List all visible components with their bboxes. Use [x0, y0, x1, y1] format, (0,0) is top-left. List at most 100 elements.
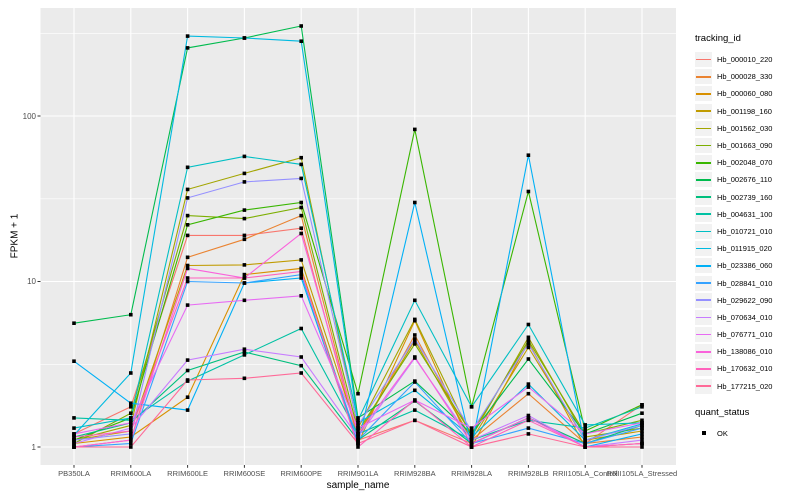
legend-item-Hb_010721_010: Hb_010721_010: [695, 223, 772, 240]
data-point: [185, 408, 190, 412]
legend-key-color: [696, 75, 711, 78]
legend-item-label: Hb_010721_010: [717, 226, 773, 236]
data-point: [242, 216, 247, 221]
legend-key-color: [696, 58, 711, 61]
data-point: [469, 441, 474, 446]
data-point: [356, 391, 360, 396]
x-tick-label: RRII105LA_Stressed: [606, 469, 678, 478]
legend-item-label: Hb_076771_010: [717, 330, 773, 340]
legend-key-square: [701, 431, 706, 436]
data-point: [129, 405, 133, 409]
data-point: [299, 213, 303, 218]
legend-key-line-icon: [695, 52, 712, 68]
data-point: [72, 438, 76, 442]
legend-key-line-icon: [695, 155, 712, 171]
legend-item-label: Hb_011915_020: [717, 244, 772, 254]
y-axis-title: FPKM + 1: [9, 213, 21, 259]
legend-key-line-icon: [695, 103, 712, 119]
data-point: [413, 355, 417, 359]
legend-item-label: Hb_177215_020: [717, 381, 773, 391]
legend-key-color: [696, 316, 711, 319]
data-point: [299, 276, 303, 280]
data-point: [413, 388, 417, 393]
legend-key-line-icon: [695, 309, 712, 325]
data-point: [185, 233, 190, 238]
legend-item-label: Hb_001663_090: [717, 141, 773, 151]
data-point: [469, 445, 474, 449]
data-point: [299, 269, 303, 274]
legend-item-label: Hb_001562_030: [717, 123, 773, 133]
legend-item-label: Hb_002676_110: [717, 175, 772, 185]
data-point: [413, 317, 417, 322]
data-point: [129, 401, 133, 405]
x-tick-label: RRIM928LA: [451, 469, 493, 478]
data-point: [185, 255, 190, 260]
data-point: [583, 435, 587, 439]
data-point: [185, 263, 190, 268]
x-tick-label: RRIM928LB: [507, 469, 549, 478]
legend-item-Hb_001562_030: Hb_001562_030: [695, 120, 772, 137]
data-point: [72, 321, 76, 325]
data-point: [526, 345, 531, 350]
data-point: [356, 432, 360, 436]
legend-key-line-icon: [695, 189, 712, 205]
legend-item-label: Hb_000010_220: [717, 55, 773, 65]
data-point: [413, 418, 417, 423]
legend-key-line-icon: [695, 120, 712, 136]
legend-key-line-icon: [695, 275, 712, 291]
data-point: [299, 205, 303, 210]
data-point: [356, 421, 360, 425]
data-point: [413, 200, 417, 205]
data-point: [242, 347, 247, 351]
data-point: [72, 435, 76, 439]
data-point: [640, 418, 644, 423]
legend-key-color: [696, 230, 711, 233]
data-point: [242, 154, 247, 159]
legend-key-color: [696, 385, 711, 387]
legend: tracking_id Hb_000010_220 Hb_000028_330 Hb…: [695, 33, 772, 442]
data-point: [640, 438, 644, 442]
x-tick-label: RRIM901LA: [337, 469, 379, 478]
data-point: [72, 359, 76, 363]
x-axis-title: sample_name: [326, 480, 390, 491]
legend-key-color: [696, 299, 711, 301]
data-point: [413, 337, 417, 341]
x-tick-label: RRIM600LA: [110, 469, 152, 478]
data-point: [640, 421, 644, 425]
data-point: [185, 276, 190, 280]
legend-item-label: Hb_002739_160: [717, 192, 773, 202]
data-point: [640, 426, 644, 430]
data-point: [242, 36, 247, 40]
data-point: [299, 371, 303, 375]
data-point: [185, 213, 190, 218]
legend-item-Hb_002739_160: Hb_002739_160: [695, 189, 772, 206]
legend-item-Hb_000010_220: Hb_000010_220: [695, 51, 772, 68]
legend-item-label: OK: [717, 428, 728, 438]
data-point: [129, 423, 133, 428]
legend-key-line-icon: [695, 223, 712, 239]
data-point: [185, 34, 190, 38]
legend-item-Hb_001198_160: Hb_001198_160: [695, 103, 772, 120]
data-point: [413, 127, 417, 132]
legend-item-Hb_011915_020: Hb_011915_020: [695, 240, 772, 257]
legend-quant-items: OK: [695, 425, 772, 442]
legend-item-Hb_023386_060: Hb_023386_060: [695, 257, 772, 274]
data-point: [185, 378, 190, 382]
data-point: [356, 426, 360, 430]
data-point: [640, 432, 644, 436]
data-point: [469, 435, 474, 439]
data-point: [469, 438, 474, 442]
data-point: [129, 445, 133, 449]
data-point: [526, 391, 531, 396]
data-point: [299, 355, 303, 359]
legend-key-line-icon: [695, 241, 712, 257]
data-point: [640, 423, 644, 428]
data-point: [526, 382, 531, 386]
legend-item-label: Hb_023386_060: [717, 261, 773, 271]
data-point: [640, 403, 644, 407]
data-point: [299, 24, 303, 28]
data-point: [299, 162, 303, 167]
data-point: [469, 405, 474, 409]
legend-item-label: Hb_170632_010: [717, 364, 773, 374]
